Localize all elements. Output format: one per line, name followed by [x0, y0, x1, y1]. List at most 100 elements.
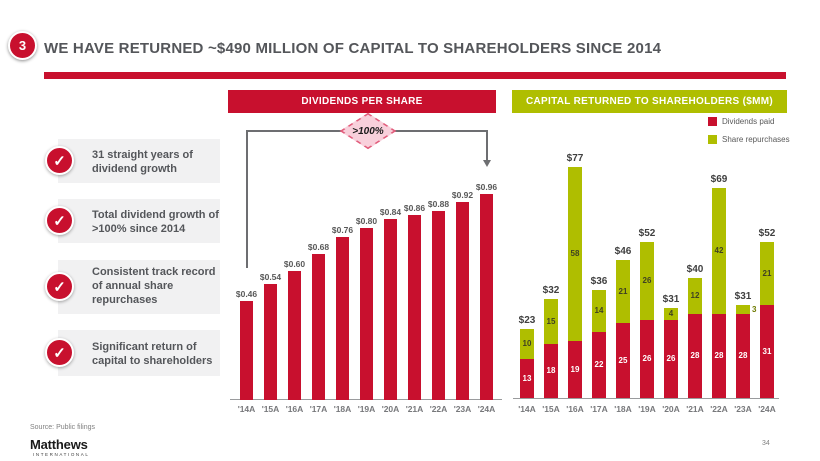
crs-repurchase-value-label: 21	[618, 286, 628, 296]
dps-bar	[456, 202, 469, 400]
check-icon: ✓	[45, 338, 74, 367]
arrow-down-icon	[483, 160, 491, 167]
crs-dividends-value-label: 28	[690, 351, 700, 360]
matthews-logo: Matthews	[30, 437, 88, 452]
dps-bar-value-label: $0.46	[235, 289, 258, 299]
crs-dividends-value-label: 13	[522, 373, 532, 383]
crs-total-label: $32	[542, 285, 560, 296]
dps-bar	[408, 215, 421, 400]
crs-total-label: $40	[686, 264, 704, 275]
dps-bar-value-label: $0.80	[355, 216, 378, 226]
matthews-logo-subtext: INTERNATIONAL	[33, 452, 90, 457]
legend-label: Share repurchases	[722, 135, 790, 144]
crs-dividends-value-label: 26	[642, 354, 652, 363]
crs-repurchase-segment	[616, 260, 630, 323]
crs-dividends-segment	[688, 314, 702, 398]
crs-dividends-value-label: 26	[666, 354, 676, 363]
crs-x-axis-label: '23A	[734, 404, 752, 414]
crs-repurchase-value-label: 21	[762, 268, 772, 278]
crs-x-axis-label: '20A	[662, 404, 680, 414]
page-number: 34	[762, 440, 770, 447]
crs-repurchase-segment	[640, 242, 654, 320]
growth-annotation: >100%	[339, 112, 397, 150]
crs-x-axis-label: '17A	[590, 404, 608, 414]
dps-bar-value-label: $0.68	[307, 242, 330, 252]
crs-x-axis-label: '14A	[518, 404, 536, 414]
page-title: WE HAVE RETURNED ~$490 MILLION OF CAPITA…	[44, 40, 662, 57]
dps-bar-value-label: $0.86	[403, 203, 426, 213]
crs-dividends-value-label: 25	[618, 355, 628, 365]
crs-x-axis-label: '16A	[566, 404, 584, 414]
crs-repurchase-value-label: 26	[642, 276, 652, 285]
bullet-text: 31 straight years of dividend growth	[92, 149, 193, 175]
crs-repurchase-segment	[688, 278, 702, 314]
crs-repurchase-segment	[664, 308, 678, 320]
crs-dividends-value-label: 22	[594, 360, 604, 369]
crs-repurchase-value-label: 15	[546, 316, 556, 326]
legend-item-dividends: Dividends paid	[708, 117, 774, 126]
bullet-text: Significant return of capital to shareho…	[92, 341, 213, 367]
crs-x-axis-label: '22A	[710, 404, 728, 414]
crs-repurchase-segment	[760, 242, 774, 305]
dps-bar-value-label: $0.84	[379, 207, 402, 217]
crs-x-axis-label: '24A	[758, 404, 776, 414]
bullet-text: Total dividend growth of >100% since 201…	[92, 209, 219, 235]
dps-x-axis-label: '20A	[381, 404, 400, 414]
dps-bar	[240, 301, 253, 400]
dps-x-axis-label: '24A	[477, 404, 496, 414]
crs-total-label: $23	[518, 315, 536, 326]
dps-bar	[312, 254, 325, 400]
dps-bar	[384, 219, 397, 400]
crs-total-label: $52	[758, 228, 776, 239]
growth-annotation-label: >100%	[352, 125, 384, 137]
dps-x-axis-label: '16A	[285, 404, 304, 414]
bullet-band	[58, 260, 220, 314]
check-icon: ✓	[45, 146, 74, 175]
crs-x-axis-label: '21A	[686, 404, 704, 414]
crs-total-label: $46	[614, 246, 632, 257]
dps-bar	[264, 284, 277, 400]
crs-total-label: $52	[638, 228, 656, 239]
legend-swatch-red	[708, 117, 717, 126]
crs-repurchase-value-label: 42	[714, 246, 724, 255]
crs-total-label: $77	[566, 153, 584, 164]
bullet-text: Consistent track record of annual share …	[92, 266, 216, 306]
dps-bar-value-label: $0.60	[283, 259, 306, 269]
crs-dividends-segment	[520, 359, 534, 398]
dps-bar-value-label: $0.92	[451, 190, 474, 200]
dps-x-axis-label: '23A	[453, 404, 472, 414]
dps-bar	[432, 211, 445, 400]
legend-item-repurchases: Share repurchases	[708, 135, 790, 144]
dps-x-axis-label: '18A	[333, 404, 352, 414]
dividends-chart-title: DIVIDENDS PER SHARE	[228, 90, 496, 113]
dps-x-axis-label: '17A	[309, 404, 328, 414]
dps-bar-value-label: $0.88	[427, 199, 450, 209]
bullet-band	[58, 199, 220, 243]
crs-repurchase-value-label: 4	[668, 309, 674, 318]
crs-dividends-segment	[712, 314, 726, 398]
dps-bar	[360, 228, 373, 400]
legend-label: Dividends paid	[722, 117, 775, 126]
crs-dividends-value-label: 28	[714, 351, 724, 360]
check-icon: ✓	[45, 272, 74, 301]
crs-x-axis-label: '19A	[638, 404, 656, 414]
crs-dividends-segment	[736, 314, 750, 398]
crs-repurchase-segment	[712, 188, 726, 314]
crs-dividends-segment	[568, 341, 582, 398]
crs-repurchase-value-label: 12	[690, 291, 700, 300]
crs-dividends-segment	[760, 305, 774, 398]
source-note: Source: Public filings	[30, 424, 95, 431]
dps-x-axis-label: '21A	[405, 404, 424, 414]
crs-dividends-segment	[664, 320, 678, 398]
crs-total-label: $36	[590, 276, 608, 287]
crs-x-axis-label: '18A	[614, 404, 632, 414]
bracket-right-line	[486, 130, 488, 161]
crs-repurchase-value-label: 14	[594, 306, 604, 315]
dps-bar-value-label: $0.96	[475, 182, 498, 192]
crs-total-label: $69	[710, 174, 728, 185]
crs-repurchase-segment	[592, 290, 606, 332]
crs-dividends-value-label: 31	[762, 346, 772, 356]
crs-x-axis-label: '15A	[542, 404, 560, 414]
dps-bar	[480, 194, 493, 400]
